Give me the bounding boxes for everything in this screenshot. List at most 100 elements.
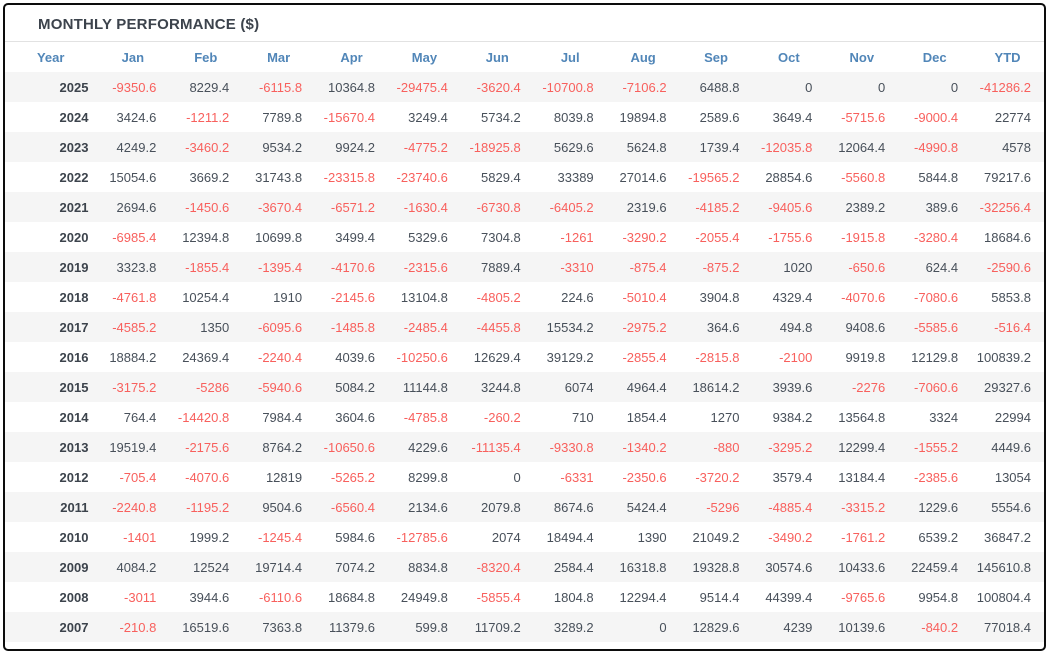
- table-cell: 19894.8: [619, 109, 667, 125]
- table-cell: -3011: [124, 589, 157, 605]
- table-cell: -6405.2: [549, 199, 594, 215]
- table-cell: -7080.6: [914, 289, 959, 305]
- table-cell: -4990.8: [914, 139, 959, 155]
- table-cell: 5853.8: [991, 289, 1031, 305]
- table-cell: -23740.6: [396, 169, 448, 185]
- table-cell: 1854.4: [626, 409, 667, 425]
- table-cell: 7889.4: [481, 259, 521, 275]
- column-header-apr: Apr: [315, 42, 388, 72]
- table-cell: -4170.6: [330, 259, 375, 275]
- table-cell: 36847.2: [984, 529, 1031, 545]
- table-cell: 21049.2: [692, 529, 740, 545]
- table-row: 2023 4249.2 -3460.2 9534.2 9924.2 -4775.2 -189…: [5, 132, 1044, 162]
- table-cell: 3944.6: [189, 589, 230, 605]
- table-cell: -41286.2: [979, 79, 1031, 95]
- table-cell: -4785.8: [403, 409, 448, 425]
- table-cell: 29327.6: [984, 379, 1031, 395]
- table-cell: -6571.2: [330, 199, 375, 215]
- table-cell: 9924.2: [335, 139, 375, 155]
- table-cell: -4585.2: [112, 319, 157, 335]
- table-cell: -6110.6: [258, 589, 303, 605]
- table-cell: -5585.6: [914, 319, 959, 335]
- table-cell: 624.4: [925, 259, 959, 275]
- monthly-performance-table: Year Jan Feb Mar Apr May Jun Jul Aug Sep Oct Nov Dec…: [5, 42, 1044, 642]
- table-cell: -3490.2: [768, 529, 813, 545]
- table-cell: 3424.6: [116, 109, 157, 125]
- table-cell: 8229.4: [189, 79, 230, 95]
- table-row: 2009 4084.2 12524 19714.4 7074.2 8834.8 -8320.…: [5, 552, 1044, 582]
- table-cell: 12629.4: [473, 349, 521, 365]
- table-cell: -2385.6: [914, 469, 959, 485]
- table-row: 2013 19519.4 -2175.6 8764.2 -10650.6 4229.6 -1…: [5, 432, 1044, 462]
- table-cell: -5715.6: [841, 109, 886, 125]
- table-cell: -1555.2: [914, 439, 959, 455]
- table-cell: 1229.6: [918, 499, 959, 515]
- table-cell: -1395.4: [258, 259, 303, 275]
- table-cell: 2134.6: [408, 499, 448, 515]
- table-cell: 15054.6: [109, 169, 157, 185]
- table-cell: -2055.4: [695, 229, 740, 245]
- table-cell: 4039.6: [335, 349, 375, 365]
- table-cell: -3295.2: [768, 439, 813, 455]
- column-header-year: Year: [5, 42, 97, 72]
- table-cell: 0: [877, 79, 886, 95]
- table-cell: 8039.8: [553, 109, 594, 125]
- table-cell: 1804.8: [553, 589, 594, 605]
- table-cell: 2694.6: [116, 199, 157, 215]
- table-cell: 2589.6: [699, 109, 740, 125]
- year-cell: 2016: [59, 349, 89, 365]
- table-cell: -5265.2: [330, 469, 375, 485]
- table-cell: 79217.6: [984, 169, 1031, 185]
- column-header-aug: Aug: [606, 42, 680, 72]
- table-cell: 13184.4: [838, 469, 886, 485]
- table-cell: 44399.4: [765, 589, 813, 605]
- table-row: 2020 -6985.4 12394.8 10699.8 3499.4 5329.6 730…: [5, 222, 1044, 252]
- table-row: 2011 -2240.8 -1195.2 9504.6 -6560.4 2134.6 207…: [5, 492, 1044, 522]
- year-cell: 2013: [59, 439, 89, 455]
- table-cell: 19714.4: [255, 559, 303, 575]
- table-cell: 33389: [557, 169, 594, 185]
- table-row: 2010 -1401 1999.2 -1245.4 5984.6 -12785.6 2074…: [5, 522, 1044, 552]
- table-header: Year Jan Feb Mar Apr May Jun Jul Aug Sep Oct Nov Dec…: [5, 42, 1044, 72]
- table-cell: 10254.4: [182, 289, 230, 305]
- table-cell: -6560.4: [330, 499, 375, 515]
- table-cell: 3579.4: [772, 469, 813, 485]
- table-cell: 9954.8: [918, 589, 959, 605]
- year-cell: 2017: [59, 319, 89, 335]
- table-cell: 10699.8: [255, 229, 303, 245]
- table-cell: -875.2: [702, 259, 740, 275]
- table-cell: -6095.6: [258, 319, 303, 335]
- table-cell: 19519.4: [109, 439, 157, 455]
- monthly-performance-widget: MONTHLY PERFORMANCE ($) Year Jan Feb Mar Apr…: [3, 3, 1046, 651]
- table-cell: 12064.4: [838, 139, 886, 155]
- table-cell: -3280.4: [914, 229, 959, 245]
- table-cell: 15534.2: [546, 319, 594, 335]
- table-cell: 8674.6: [553, 499, 594, 515]
- table-cell: 3669.2: [189, 169, 230, 185]
- table-cell: -2240.8: [112, 499, 157, 515]
- table-row: 2021 2694.6 -1450.6 -3670.4 -6571.2 -1630.4 -6…: [5, 192, 1044, 222]
- year-cell: 2021: [59, 199, 89, 215]
- table-cell: -12785.6: [396, 529, 448, 545]
- table-cell: -15670.4: [323, 109, 375, 125]
- table-cell: 3604.6: [335, 409, 375, 425]
- table-cell: -9405.6: [768, 199, 813, 215]
- table-cell: 16318.8: [619, 559, 667, 575]
- table-cell: 1350: [200, 319, 230, 335]
- table-row: 2024 3424.6 -1211.2 7789.8 -15670.4 3249.4 573…: [5, 102, 1044, 132]
- table-cell: 5329.6: [408, 229, 448, 245]
- table-cell: -6985.4: [112, 229, 157, 245]
- table-cell: 9919.8: [845, 349, 886, 365]
- table-cell: 77018.4: [984, 619, 1031, 635]
- table-cell: 24949.8: [400, 589, 448, 605]
- table-cell: 7074.2: [335, 559, 375, 575]
- table-cell: 224.6: [561, 289, 594, 305]
- table-cell: -1855.4: [185, 259, 230, 275]
- table-cell: -29475.4: [396, 79, 448, 95]
- table-cell: 0: [950, 79, 959, 95]
- table-cell: 100839.2: [976, 349, 1031, 365]
- table-cell: 5424.4: [626, 499, 667, 515]
- table-cell: 100804.4: [976, 589, 1031, 605]
- table-cell: 5984.6: [335, 529, 375, 545]
- table-cell: 9514.4: [699, 589, 740, 605]
